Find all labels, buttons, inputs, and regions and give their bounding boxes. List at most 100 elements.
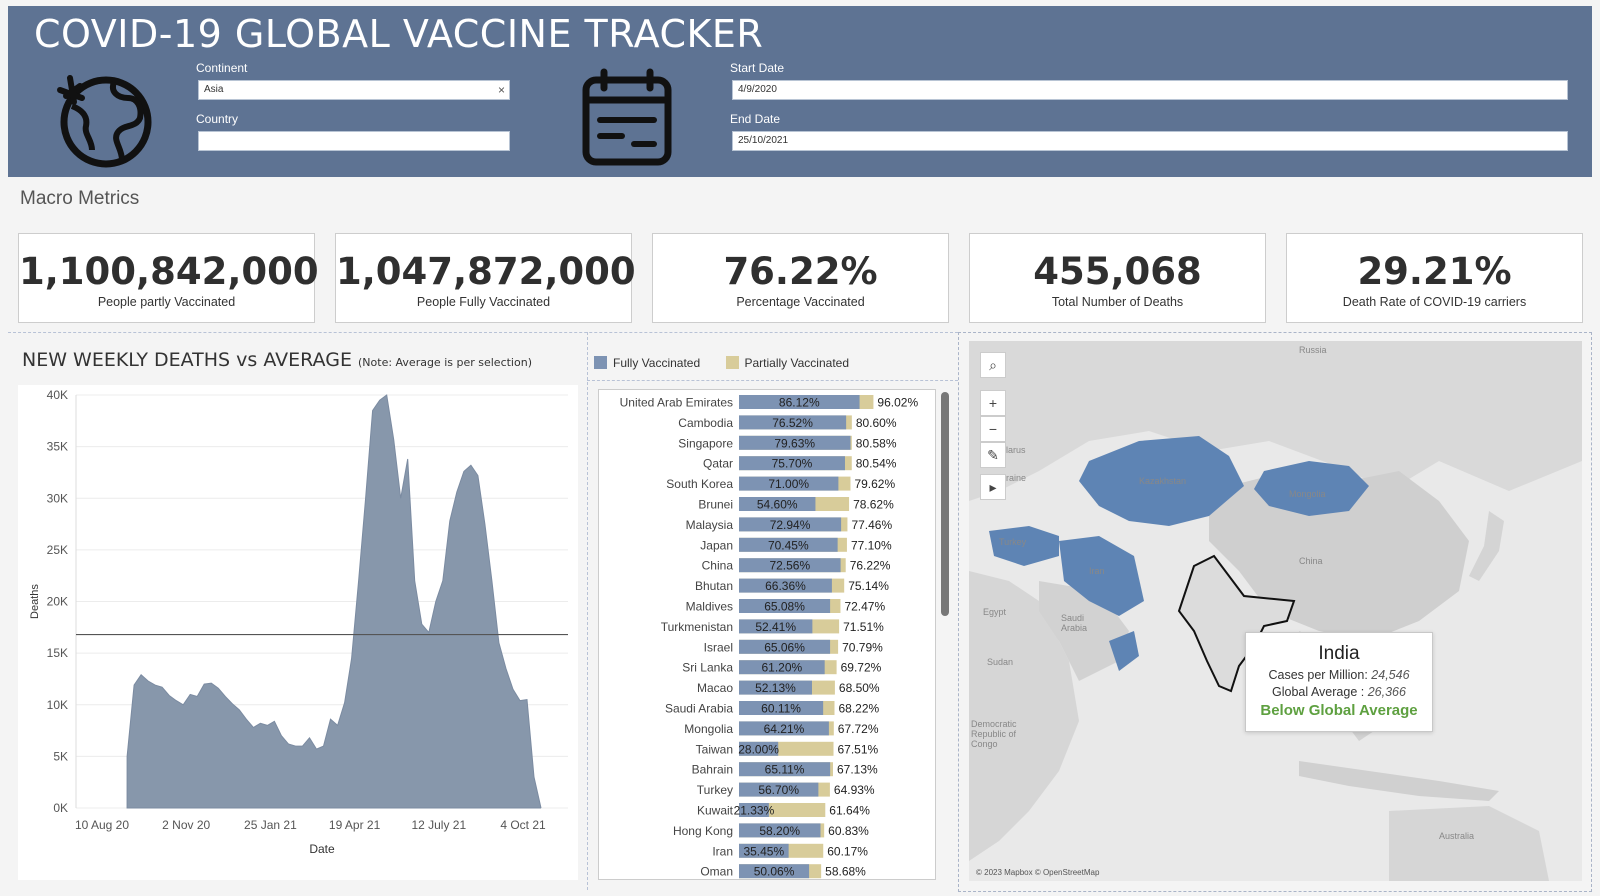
deaths-chart-panel: 0K 5K 10K 15K 20K 25K 30K 35K 40K 10 Aug 20 2 Nov … [18, 385, 578, 880]
vaccination-bar-chart: United Arab Emirates 86.12% 96.02% Cambodia… [599, 390, 936, 880]
bar-value-partially: 67.72% [838, 722, 879, 736]
clear-icon[interactable]: × [498, 83, 505, 97]
bar-value-partially: 71.51% [843, 620, 884, 634]
bar-value-fully: 66.36% [765, 579, 806, 593]
bar-category-label: Turkmenistan [661, 620, 733, 634]
bar-value-fully: 76.52% [772, 416, 813, 430]
map-label: Iran [1089, 566, 1105, 576]
country-filter[interactable] [198, 131, 510, 151]
bar-value-partially: 77.46% [851, 518, 892, 532]
bar-value-partially: 67.13% [837, 763, 878, 777]
legend-item-partially[interactable]: Partially Vaccinated [726, 356, 850, 370]
bar-value-partially: 72.47% [844, 600, 885, 614]
bar-value-partially: 76.22% [850, 559, 891, 573]
y-tick-label: 10K [47, 698, 68, 712]
bar-value-partially: 70.79% [842, 640, 883, 654]
bar-value-fully: 65.06% [764, 640, 805, 654]
end-date-label: End Date [730, 112, 780, 126]
map-label: Kazakhstan [1139, 476, 1186, 486]
bar-category-label: Bhutan [695, 579, 733, 593]
tooltip-average: Global Average : 26,366 [1246, 685, 1432, 699]
bar-value-fully: 65.11% [765, 763, 805, 777]
bar-value-partially: 80.58% [856, 436, 897, 450]
bar-category-label: Israel [704, 640, 733, 654]
bar-category-label: South Korea [666, 477, 733, 491]
x-tick-label: 25 Jan 21 [244, 818, 297, 832]
bar-category-label: Taiwan [696, 742, 733, 756]
bar-scrollbar[interactable] [941, 392, 949, 616]
divider [8, 332, 958, 333]
kpi-value: 76.22% [653, 250, 948, 293]
bar-category-label: Turkey [697, 783, 733, 797]
continent-value: Asia [204, 84, 223, 95]
start-date-value: 4/9/2020 [738, 84, 777, 95]
tooltip-avg-value: 26,366 [1368, 685, 1406, 699]
bar-category-label: Iran [712, 844, 733, 858]
bar-value-partially: 58.68% [825, 865, 866, 879]
bar-category-label: United Arab Emirates [620, 396, 733, 410]
bar-category-label: Maldives [686, 600, 733, 614]
x-tick-label: 2 Nov 20 [162, 818, 210, 832]
bar-category-label: Sri Lanka [682, 661, 733, 675]
bar-value-fully: 58.20% [759, 824, 800, 838]
zoom-in-icon[interactable]: + [980, 390, 1006, 416]
legend-label: Partially Vaccinated [745, 356, 850, 370]
legend-item-fully[interactable]: Fully Vaccinated [594, 356, 700, 370]
tooltip-cases: Cases per Million: 24,546 [1246, 668, 1432, 682]
expand-toolbar-icon[interactable]: ▸ [980, 474, 1006, 500]
zoom-out-icon[interactable]: − [980, 416, 1006, 442]
map-svg [969, 341, 1582, 881]
vaccination-bar-panel[interactable]: United Arab Emirates 86.12% 96.02% Cambodia… [598, 389, 936, 880]
bar-value-partially: 80.60% [856, 416, 897, 430]
bar-value-partially: 79.62% [854, 477, 895, 491]
asia-map[interactable]: Russia Kazakhstan Mongolia China Iran Tu… [969, 341, 1582, 881]
kpi-label: Total Number of Deaths [970, 295, 1265, 309]
deaths-chart-title-text: NEW WEEKLY DEATHS vs AVERAGE [22, 349, 352, 371]
y-tick-label: 0K [53, 801, 68, 815]
bar-value-fully: 60.11% [761, 702, 801, 716]
page-title: COVID-19 GLOBAL VACCINE TRACKER [34, 12, 763, 56]
x-tick-label: 10 Aug 20 [75, 818, 129, 832]
bar-value-fully: 64.21% [764, 722, 805, 736]
tooltip-cases-label: Cases per Million: [1268, 668, 1367, 682]
bar-value-fully: 50.06% [754, 865, 795, 879]
pin-icon[interactable]: ✎ [980, 442, 1006, 468]
deaths-area-chart[interactable]: 0K 5K 10K 15K 20K 25K 30K 35K 40K 10 Aug 20 2 Nov … [18, 385, 578, 880]
vaccination-legend: Fully Vaccinated Partially Vaccinated [594, 356, 871, 370]
bar-category-label: Oman [700, 865, 733, 879]
bar-value-fully: 75.70% [772, 457, 813, 471]
bar-value-fully: 56.70% [758, 783, 799, 797]
kpi-value: 29.21% [1287, 250, 1582, 293]
kpi-death-rate: 29.21% Death Rate of COVID-19 carriers [1286, 233, 1583, 323]
tooltip-status: Below Global Average [1246, 702, 1432, 719]
x-tick-label: 4 Oct 21 [500, 818, 546, 832]
bar-category-label: Cambodia [678, 416, 733, 430]
y-tick-label: 25K [47, 543, 68, 557]
bar-value-fully: 52.13% [755, 681, 796, 695]
start-date-input[interactable]: 4/9/2020 [732, 80, 1568, 100]
map-search-icon[interactable]: ⌕ [980, 352, 1006, 378]
bar-value-partially: 64.93% [834, 783, 875, 797]
y-tick-label: 40K [47, 388, 68, 402]
bar-value-fully: 71.00% [768, 477, 809, 491]
bar-value-fully: 70.45% [768, 538, 809, 552]
bar-category-label: Brunei [698, 498, 733, 512]
kpi-percentage-vaccinated: 76.22% Percentage Vaccinated [652, 233, 949, 323]
bar-category-label: Kuwait [697, 804, 734, 818]
tooltip-country: India [1246, 643, 1432, 665]
bar-value-partially: 96.02% [877, 396, 918, 410]
map-label: Democratic Republic of Congo [971, 719, 1021, 749]
tooltip-cases-value: 24,546 [1371, 668, 1409, 682]
divider [587, 332, 588, 890]
bar-category-label: Malaysia [686, 518, 734, 532]
bar-value-fully: 86.12% [779, 396, 820, 410]
start-date-label: Start Date [730, 61, 784, 75]
map-label: Sudan [987, 657, 1013, 667]
map-label: Egypt [983, 607, 1006, 617]
bar-category-label: Hong Kong [673, 824, 733, 838]
map-tooltip: India Cases per Million: 24,546 Global A… [1245, 632, 1433, 732]
kpi-label: Percentage Vaccinated [653, 295, 948, 309]
end-date-input[interactable]: 25/10/2021 [732, 131, 1568, 151]
continent-filter[interactable]: Asia × [198, 80, 510, 100]
calendar-icon [582, 68, 672, 168]
